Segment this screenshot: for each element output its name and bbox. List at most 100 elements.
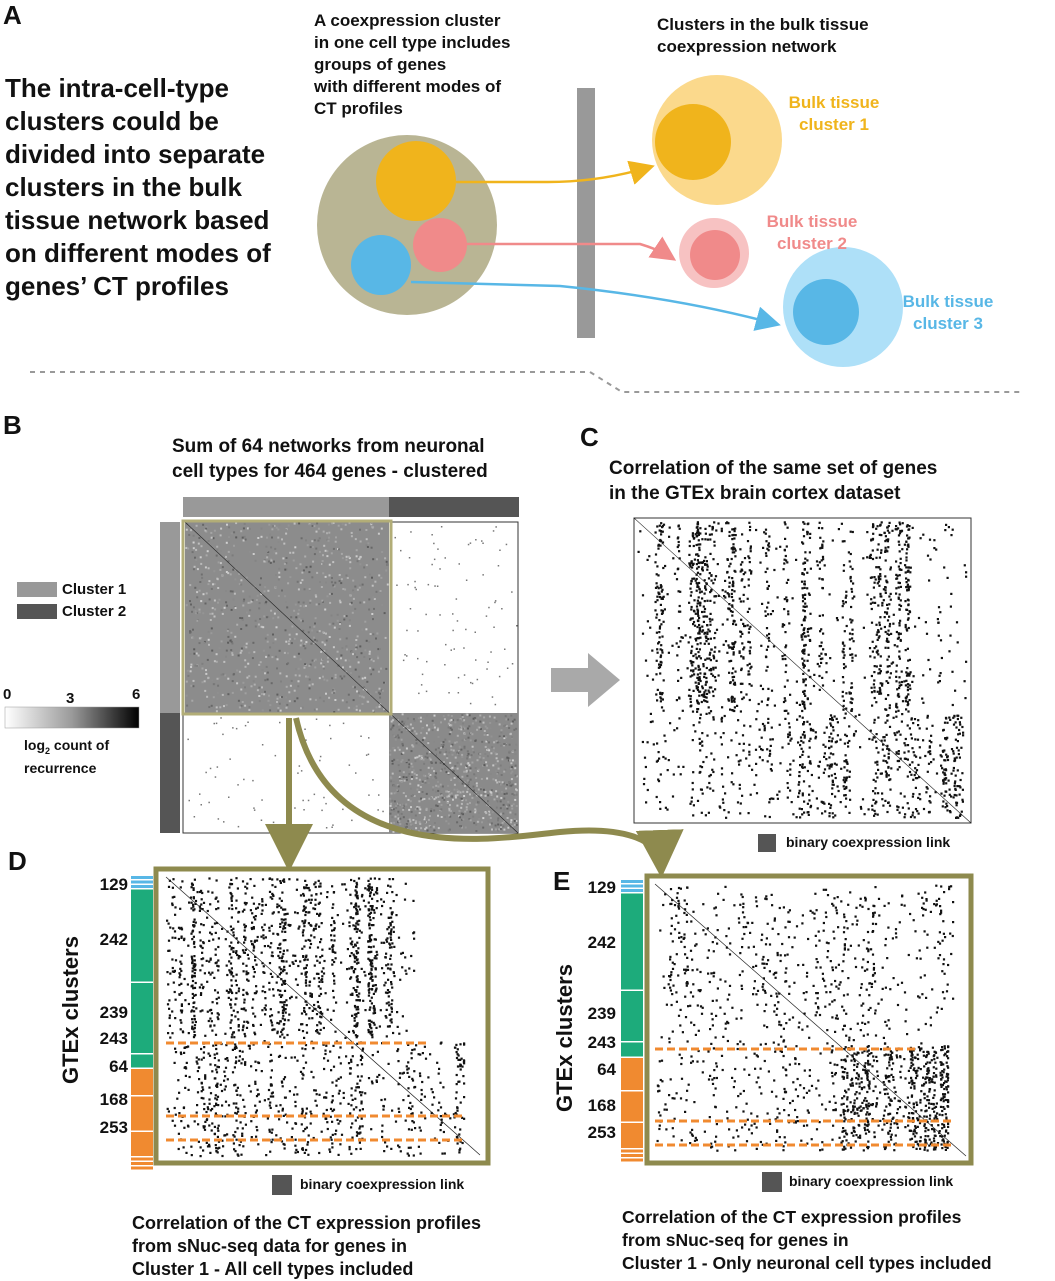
link-dot bbox=[789, 694, 791, 696]
link-dot bbox=[882, 760, 884, 762]
heatmap-cell bbox=[501, 791, 503, 793]
link-dot bbox=[335, 1002, 337, 1004]
heatmap-cell bbox=[483, 722, 485, 724]
link-dot bbox=[306, 1032, 308, 1034]
heatmap-cell bbox=[415, 827, 417, 829]
heatmap-cell bbox=[279, 524, 281, 526]
heatmap-cell bbox=[495, 763, 497, 765]
link-dot bbox=[662, 756, 664, 758]
heatmap-cell bbox=[452, 613, 454, 615]
heatmap-cell bbox=[508, 781, 510, 783]
link-dot bbox=[830, 766, 832, 768]
link-dot bbox=[244, 952, 246, 954]
heatmap-cell bbox=[364, 649, 366, 651]
link-dot bbox=[692, 532, 694, 534]
link-dot bbox=[939, 675, 941, 677]
link-dot bbox=[740, 691, 742, 693]
link-dot bbox=[873, 686, 875, 688]
link-dot bbox=[801, 658, 803, 660]
link-dot bbox=[697, 600, 699, 602]
link-dot bbox=[957, 740, 959, 742]
link-dot bbox=[303, 1037, 305, 1039]
link-dot bbox=[850, 580, 852, 582]
link-dot bbox=[331, 939, 333, 941]
link-dot bbox=[936, 772, 938, 774]
heatmap-cell bbox=[433, 543, 435, 545]
link-dot bbox=[874, 787, 876, 789]
link-dot bbox=[943, 781, 945, 783]
link-dot bbox=[692, 739, 694, 741]
link-dot bbox=[172, 927, 174, 929]
heatmap-cell bbox=[300, 563, 302, 565]
link-dot bbox=[785, 671, 787, 673]
link-dot bbox=[819, 761, 821, 763]
link-dot bbox=[801, 581, 803, 583]
heatmap-cell bbox=[295, 604, 297, 606]
heatmap-cell bbox=[467, 803, 469, 805]
heatmap-cell bbox=[475, 767, 477, 769]
heatmap-cell bbox=[269, 709, 271, 711]
heatmap-cell bbox=[284, 595, 286, 597]
link-dot bbox=[699, 637, 701, 639]
link-dot bbox=[832, 753, 834, 755]
heatmap-cell bbox=[248, 652, 250, 654]
heatmap-cell bbox=[472, 749, 474, 751]
heatmap-cell bbox=[276, 694, 278, 696]
link-dot bbox=[877, 691, 879, 693]
link-dot bbox=[899, 574, 901, 576]
heatmap-cell bbox=[275, 552, 277, 554]
link-dot bbox=[748, 522, 750, 524]
link-dot bbox=[327, 1009, 329, 1011]
link-dot bbox=[853, 596, 855, 598]
heatmap-cell bbox=[398, 820, 400, 822]
link-dot bbox=[206, 917, 208, 919]
link-dot bbox=[945, 754, 947, 756]
link-dot bbox=[823, 732, 825, 734]
link-dot bbox=[873, 815, 875, 817]
link-dot bbox=[895, 578, 897, 580]
heatmap-cell bbox=[254, 684, 256, 686]
heatmap-cell bbox=[487, 755, 489, 757]
heatmap-cell bbox=[422, 674, 424, 676]
heatmap-cell bbox=[398, 764, 400, 766]
heatmap-cell bbox=[234, 593, 236, 595]
heatmap-cell bbox=[214, 530, 216, 532]
link-dot bbox=[656, 582, 658, 584]
heatmap-cell bbox=[251, 668, 253, 670]
link-dot bbox=[731, 647, 733, 649]
heatmap-cell bbox=[293, 560, 295, 562]
link-dot bbox=[949, 719, 951, 721]
heatmap-cell bbox=[460, 807, 462, 809]
link-dot bbox=[956, 804, 958, 806]
heatmap-cell bbox=[467, 728, 469, 730]
heatmap-cell bbox=[506, 793, 508, 795]
link-dot bbox=[766, 748, 768, 750]
heatmap-cell bbox=[187, 739, 189, 741]
heatmap-cell bbox=[248, 706, 250, 708]
link-dot bbox=[718, 674, 720, 676]
heatmap-cell bbox=[391, 816, 393, 818]
heatmap-cell bbox=[495, 803, 497, 805]
heatmap-cell bbox=[403, 723, 405, 725]
heatmap-cell bbox=[397, 734, 399, 736]
link-dot bbox=[355, 989, 357, 991]
link-dot bbox=[733, 676, 735, 678]
link-dot bbox=[740, 631, 742, 633]
link-dot bbox=[261, 904, 263, 906]
heatmap-cell bbox=[359, 645, 361, 647]
heatmap-cell bbox=[280, 710, 282, 712]
heatmap-cell bbox=[497, 817, 499, 819]
link-dot bbox=[895, 711, 897, 713]
heatmap-cell bbox=[192, 629, 194, 631]
link-dot bbox=[696, 700, 698, 702]
heatmap-cell bbox=[302, 800, 304, 802]
link-dot bbox=[743, 625, 745, 627]
heatmap-cell bbox=[208, 567, 210, 569]
heatmap-cell bbox=[325, 803, 327, 805]
link-dot bbox=[369, 1006, 371, 1008]
heatmap-cell bbox=[418, 800, 420, 802]
link-dot bbox=[766, 548, 768, 550]
heatmap-cell bbox=[479, 715, 481, 717]
link-dot bbox=[711, 769, 713, 771]
heatmap-cell bbox=[422, 781, 424, 783]
